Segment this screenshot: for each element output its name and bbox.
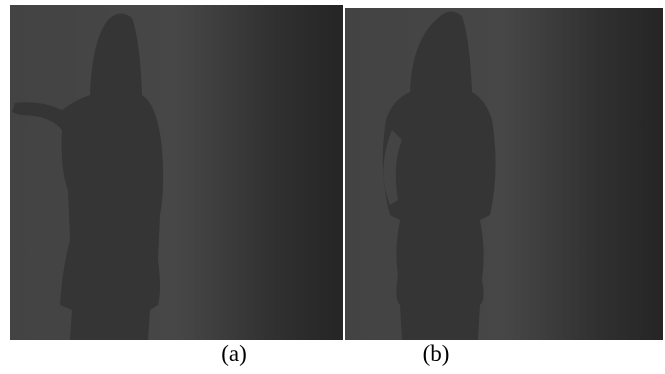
page: (a) (b) (() => { const data = JSON.parse… (0, 0, 665, 374)
panel-caption: (a) (221, 341, 247, 367)
figure (0, 0, 665, 340)
panel-caption: (b) (423, 341, 450, 367)
panel-a-image (10, 5, 343, 340)
panel-b-image (345, 8, 663, 340)
